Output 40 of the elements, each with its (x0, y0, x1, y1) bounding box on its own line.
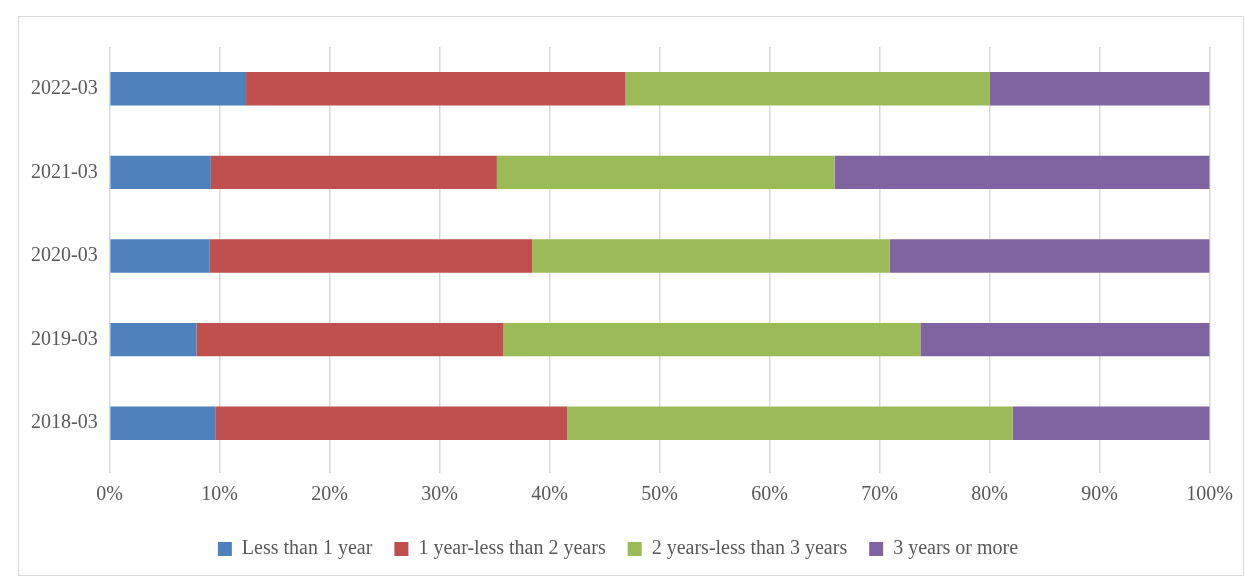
bar (920, 322, 1210, 357)
bar (246, 72, 626, 106)
x-tick-label: 80% (971, 482, 1008, 505)
bar (196, 322, 504, 357)
x-tick-label: 30% (421, 482, 458, 505)
x-tick-label: 20% (311, 482, 348, 505)
legend-label: 2 years-less than 3 years (651, 536, 848, 560)
legend-label: 3 years or more (893, 536, 1019, 560)
bar (834, 155, 1210, 190)
legend-label: 1 year-less than 2 years (418, 536, 606, 560)
bar (496, 155, 835, 190)
x-tick-label: 90% (1081, 482, 1118, 505)
bar (989, 72, 1210, 106)
x-tick-label: 70% (861, 482, 898, 505)
y-tick-label: 2020-03 (30, 243, 98, 266)
y-tick-label: 2018-03 (30, 410, 98, 433)
bar (1012, 406, 1210, 440)
y-tick-label: 2022-03 (30, 76, 98, 99)
x-tick-label: 0% (96, 482, 123, 505)
x-tick-label: 50% (641, 482, 678, 505)
bar (110, 239, 210, 273)
bar (532, 239, 890, 273)
x-tick-label: 40% (531, 482, 568, 505)
x-tick-label: 100% (1186, 482, 1234, 505)
bar (889, 239, 1210, 273)
y-tick-label: 2021-03 (30, 159, 98, 182)
bar (110, 72, 247, 106)
bar (209, 239, 533, 273)
x-tick-label: 60% (751, 482, 788, 505)
bar (110, 322, 197, 357)
bar (625, 72, 990, 106)
bar (503, 322, 921, 357)
bar (210, 155, 497, 190)
bar (110, 406, 216, 440)
x-tick-label: 10% (201, 482, 238, 505)
bar (567, 406, 1013, 440)
bar (215, 406, 568, 440)
y-tick-label: 2019-03 (30, 326, 98, 349)
bar (110, 155, 211, 190)
legend-label: Less than 1 year (241, 536, 373, 560)
